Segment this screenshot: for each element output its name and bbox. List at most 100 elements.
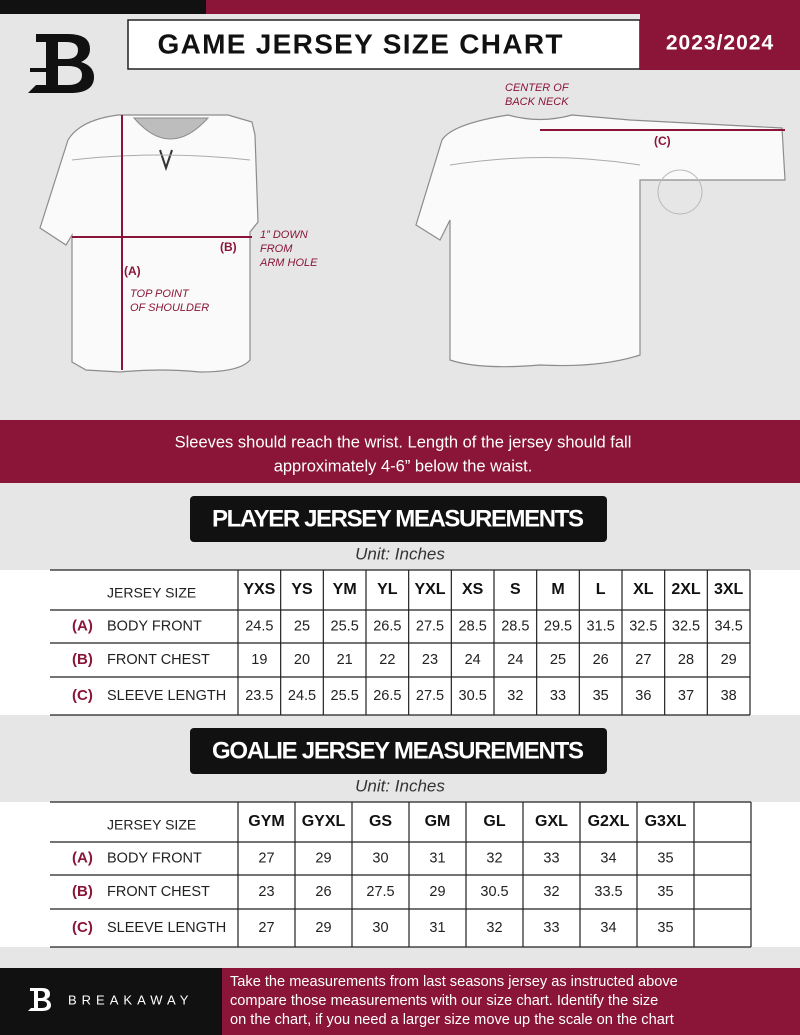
- annotation: ARM HOLE: [259, 257, 318, 269]
- annotation: FROM: [260, 243, 293, 255]
- cell: 27.5: [416, 618, 444, 634]
- cell: 31.5: [587, 618, 615, 634]
- cell: 33: [543, 850, 559, 866]
- cell: 26: [315, 884, 331, 900]
- row-code: (B): [72, 883, 93, 900]
- row-code: (A): [72, 617, 93, 634]
- cell: 23: [258, 884, 274, 900]
- cell: 23.5: [245, 688, 273, 704]
- cell: 29: [429, 884, 445, 900]
- marker-c: (C): [654, 134, 671, 148]
- cell: 20: [294, 652, 310, 668]
- cell: 24.5: [245, 618, 273, 634]
- size: 3XL: [714, 581, 744, 598]
- cell: 24.5: [288, 688, 316, 704]
- footer-logo: [28, 988, 51, 1011]
- size: YM: [333, 581, 357, 598]
- cell: 22: [379, 652, 395, 668]
- cell: 30: [372, 920, 388, 936]
- table-title: PLAYER JERSEY MEASUREMENTS: [212, 505, 584, 532]
- brand: BREAKAWAY: [68, 992, 193, 1007]
- unit: Unit: Inches: [355, 544, 445, 563]
- cell: 35: [657, 920, 673, 936]
- cell: 34.5: [715, 618, 743, 634]
- row-label: BODY FRONT: [107, 850, 202, 866]
- cell: 29: [315, 850, 331, 866]
- cell: 33: [543, 920, 559, 936]
- cell: 34: [600, 850, 616, 866]
- cell: 35: [593, 688, 609, 704]
- row-label: SLEEVE LENGTH: [107, 920, 226, 936]
- cell: 23: [422, 652, 438, 668]
- cell: 27: [635, 652, 651, 668]
- title: GAME JERSEY SIZE CHART: [158, 28, 563, 59]
- cell: 38: [721, 688, 737, 704]
- cell: 32: [486, 850, 502, 866]
- size: S: [510, 581, 521, 598]
- header-label: JERSEY SIZE: [107, 585, 196, 601]
- cell: 21: [337, 652, 353, 668]
- note: approximately 4-6” below the waist.: [274, 457, 533, 475]
- back-jersey: [415, 114, 786, 368]
- footer-note: compare those measurements with our size…: [230, 993, 658, 1009]
- cell: 30.5: [459, 688, 487, 704]
- cell: 24: [507, 652, 523, 668]
- top-bar: [0, 0, 206, 14]
- cell: 28.5: [459, 618, 487, 634]
- cell: 35: [657, 850, 673, 866]
- title-box: [127, 19, 641, 70]
- note: Sleeves should reach the wrist. Length o…: [175, 433, 632, 451]
- cell: 32: [507, 688, 523, 704]
- cell: 26: [593, 652, 609, 668]
- size: YS: [291, 581, 313, 598]
- cell: 32.5: [672, 618, 700, 634]
- cell: 25: [550, 652, 566, 668]
- size: GXL: [535, 813, 568, 830]
- cell: 28.5: [501, 618, 529, 634]
- season-box: [640, 14, 800, 70]
- cell: 32: [486, 920, 502, 936]
- size: GM: [425, 813, 451, 830]
- footer-note-box: [222, 968, 800, 1035]
- size: XL: [633, 581, 654, 598]
- tables: PLAYER JERSEY MEASUREMENTS Unit: Inches JE…: [0, 496, 800, 948]
- size: 2XL: [671, 581, 701, 598]
- size: G3XL: [645, 813, 687, 830]
- top-bar: [206, 0, 800, 14]
- size: GL: [483, 813, 505, 830]
- footer-note: on the chart, if you need a larger size …: [230, 1012, 674, 1028]
- cell: 36: [635, 688, 651, 704]
- cell: 27: [258, 920, 274, 936]
- note-band: [0, 420, 800, 483]
- cell: 34: [600, 920, 616, 936]
- size: XS: [462, 581, 484, 598]
- size: L: [596, 581, 606, 598]
- unit: Unit: Inches: [355, 776, 445, 795]
- cell: 27: [258, 850, 274, 866]
- annotation: OF SHOULDER: [130, 302, 209, 314]
- season: 2023/2024: [666, 32, 774, 55]
- logo: [28, 34, 94, 93]
- front-jersey: [39, 114, 259, 373]
- cell: 31: [429, 850, 445, 866]
- cell: 30.5: [480, 884, 508, 900]
- cell: 24: [465, 652, 481, 668]
- cell: 35: [657, 884, 673, 900]
- cell: 25.5: [331, 688, 359, 704]
- cell: 30: [372, 850, 388, 866]
- size: YXS: [243, 581, 275, 598]
- cell: 33: [550, 688, 566, 704]
- cell: 32.5: [629, 618, 657, 634]
- cell: 32: [543, 884, 559, 900]
- row-label: BODY FRONT: [107, 618, 202, 634]
- cell: 27.5: [366, 884, 394, 900]
- cell: 27.5: [416, 688, 444, 704]
- cell: 26.5: [373, 688, 401, 704]
- cell: 29: [721, 652, 737, 668]
- cell: 26.5: [373, 618, 401, 634]
- row-label: SLEEVE LENGTH: [107, 688, 226, 704]
- cell: 25: [294, 618, 310, 634]
- cell: 25.5: [331, 618, 359, 634]
